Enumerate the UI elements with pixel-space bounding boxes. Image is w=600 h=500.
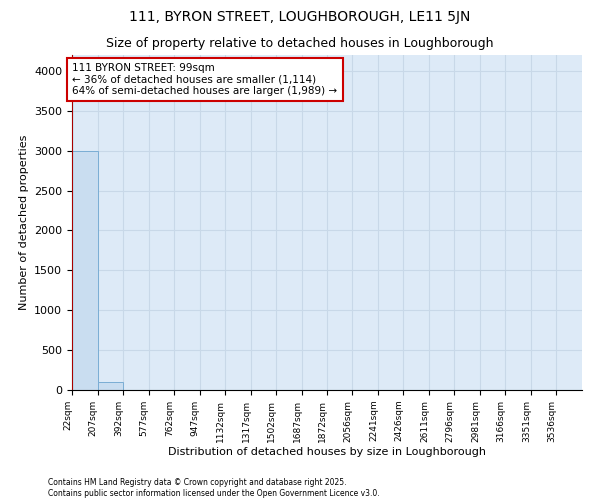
Text: 111, BYRON STREET, LOUGHBOROUGH, LE11 5JN: 111, BYRON STREET, LOUGHBOROUGH, LE11 5J…: [130, 10, 470, 24]
Text: Size of property relative to detached houses in Loughborough: Size of property relative to detached ho…: [106, 38, 494, 51]
Bar: [98, 382, 123, 390]
Text: Contains HM Land Registry data © Crown copyright and database right 2025.
Contai: Contains HM Land Registry data © Crown c…: [48, 478, 380, 498]
Text: 111 BYRON STREET: 99sqm
← 36% of detached houses are smaller (1,114)
64% of semi: 111 BYRON STREET: 99sqm ← 36% of detache…: [72, 63, 337, 96]
Bar: [72, 150, 98, 390]
Y-axis label: Number of detached properties: Number of detached properties: [19, 135, 29, 310]
X-axis label: Distribution of detached houses by size in Loughborough: Distribution of detached houses by size …: [168, 448, 486, 458]
